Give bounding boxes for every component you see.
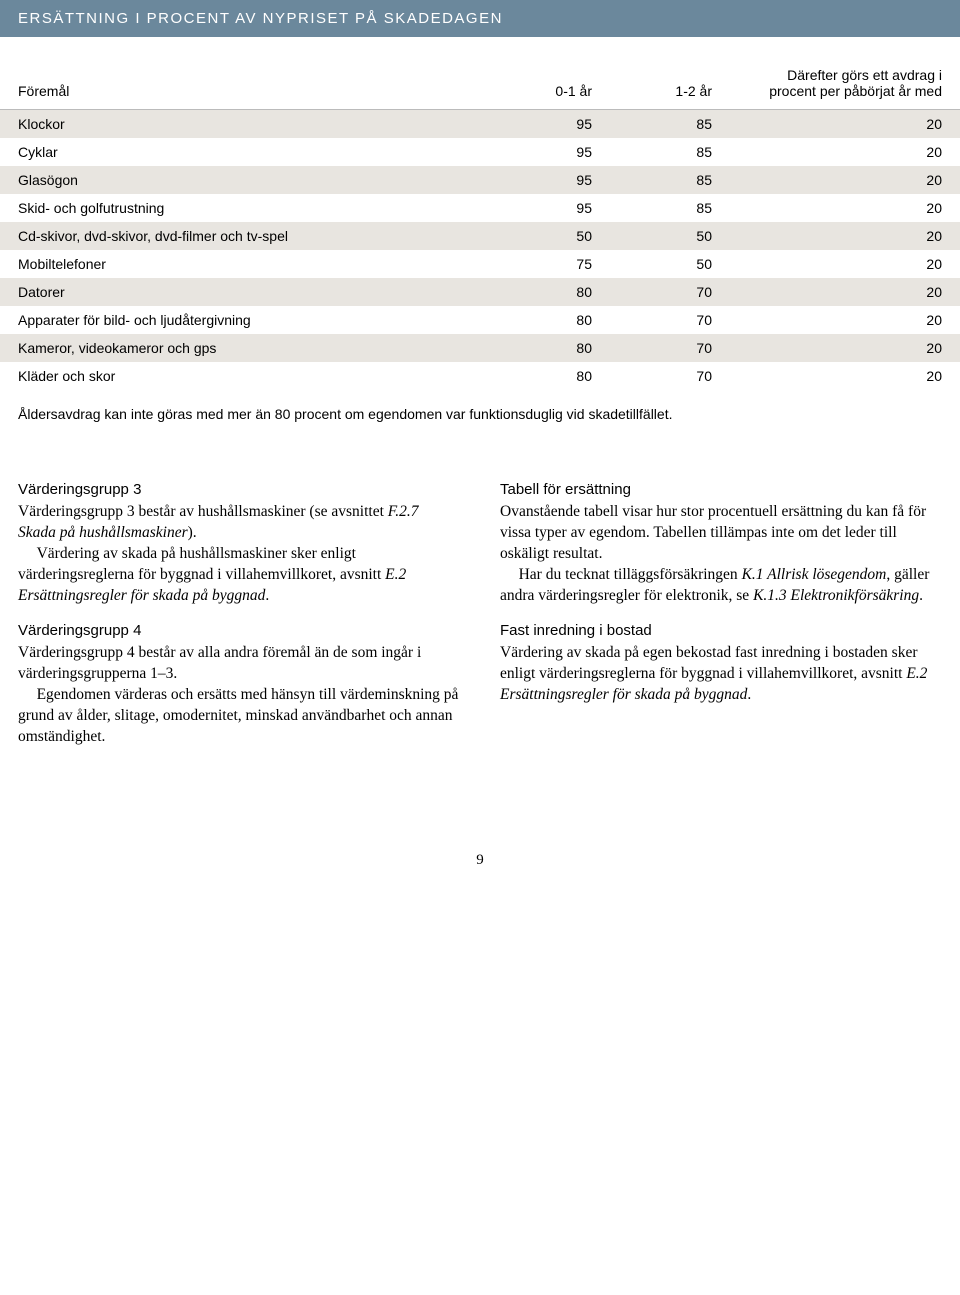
col-0-1-year: 0-1 år (490, 37, 610, 110)
section-vg3: Värderingsgrupp 3 Värderingsgrupp 3 best… (18, 480, 460, 607)
cell-y12: 85 (610, 138, 730, 166)
cell-label: Klockor (0, 110, 490, 139)
cell-y12: 70 (610, 306, 730, 334)
text: ). (188, 524, 197, 541)
cell-label: Cyklar (0, 138, 490, 166)
vg3-p1: Värderingsgrupp 3 består av hushållsmask… (18, 502, 460, 544)
cell-after: 20 (730, 250, 960, 278)
cell-after: 20 (730, 194, 960, 222)
section-vg4: Värderingsgrupp 4 Värderingsgrupp 4 best… (18, 621, 460, 748)
table-row: Datorer807020 (0, 278, 960, 306)
table-row: Cd-skivor, dvd-skivor, dvd-filmer och tv… (0, 222, 960, 250)
cell-y01: 80 (490, 306, 610, 334)
body-columns: Värderingsgrupp 3 Värderingsgrupp 3 best… (0, 450, 960, 762)
vg4-p2: Egendomen värderas och ersätts med hänsy… (18, 685, 460, 748)
table-row: Glasögon958520 (0, 166, 960, 194)
text: Värderingsgrupp 3 består av hushållsmask… (18, 503, 388, 520)
table-title: ERSÄTTNING I PROCENT AV NYPRISET PÅ SKAD… (18, 10, 503, 27)
cell-y01: 50 (490, 222, 610, 250)
col-after: Därefter görs ett avdrag i procent per p… (730, 37, 960, 110)
depreciation-table: Föremål 0-1 år 1-2 år Därefter görs ett … (0, 37, 960, 390)
fast-p1: Värdering av skada på egen bekostad fast… (500, 643, 942, 706)
heading-fast-inredning: Fast inredning i bostad (500, 621, 942, 641)
cell-y12: 70 (610, 334, 730, 362)
table-row: Klockor958520 (0, 110, 960, 139)
cell-after: 20 (730, 362, 960, 390)
cell-y01: 95 (490, 138, 610, 166)
text: Har du tecknat tilläggsförsäkringen (519, 566, 742, 583)
cell-label: Apparater för bild- och ljudåtergivning (0, 306, 490, 334)
tabell-p2: Har du tecknat tilläggsförsäkringen K.1 … (500, 565, 942, 607)
text: Värdering av skada på egen bekostad fast… (500, 644, 918, 682)
cell-after: 20 (730, 222, 960, 250)
table-row: Skid- och golfutrustning958520 (0, 194, 960, 222)
vg4-p1: Värderingsgrupp 4 består av alla andra f… (18, 643, 460, 685)
cell-after: 20 (730, 138, 960, 166)
text-ital: K.1 Allrisk lösegendom (742, 566, 887, 583)
cell-after: 20 (730, 306, 960, 334)
cell-y12: 70 (610, 362, 730, 390)
cell-label: Datorer (0, 278, 490, 306)
cell-y12: 70 (610, 278, 730, 306)
cell-y01: 95 (490, 166, 610, 194)
table-row: Kameror, videokameror och gps807020 (0, 334, 960, 362)
heading-vg3: Värderingsgrupp 3 (18, 480, 460, 500)
col-1-2-year: 1-2 år (610, 37, 730, 110)
cell-label: Kameror, videokameror och gps (0, 334, 490, 362)
heading-vg4: Värderingsgrupp 4 (18, 621, 460, 641)
text: . (747, 686, 751, 703)
tabell-p1: Ovanstående tabell visar hur stor procen… (500, 502, 942, 565)
cell-y01: 95 (490, 110, 610, 139)
cell-y12: 85 (610, 166, 730, 194)
right-column: Tabell för ersättning Ovanstående tabell… (500, 480, 942, 762)
section-fast-inredning: Fast inredning i bostad Värdering av ska… (500, 621, 942, 706)
cell-after: 20 (730, 110, 960, 139)
left-column: Värderingsgrupp 3 Värderingsgrupp 3 best… (18, 480, 460, 762)
cell-label: Mobiltelefoner (0, 250, 490, 278)
table-row: Mobiltelefoner755020 (0, 250, 960, 278)
cell-y01: 95 (490, 194, 610, 222)
cell-y12: 85 (610, 110, 730, 139)
cell-label: Glasögon (0, 166, 490, 194)
text: . (265, 587, 269, 604)
cell-y01: 80 (490, 334, 610, 362)
cell-after: 20 (730, 166, 960, 194)
cell-y12: 50 (610, 250, 730, 278)
cell-label: Skid- och golfutrustning (0, 194, 490, 222)
cell-label: Cd-skivor, dvd-skivor, dvd-filmer och tv… (0, 222, 490, 250)
cell-y01: 80 (490, 278, 610, 306)
col-item: Föremål (0, 37, 490, 110)
cell-y01: 80 (490, 362, 610, 390)
cell-label: Kläder och skor (0, 362, 490, 390)
table-footnote: Åldersavdrag kan inte göras med mer än 8… (0, 390, 960, 422)
table-title-bar: ERSÄTTNING I PROCENT AV NYPRISET PÅ SKAD… (0, 0, 960, 37)
text-ital: K.1.3 Elektronikförsäkring (753, 587, 919, 604)
table-row: Kläder och skor807020 (0, 362, 960, 390)
cell-after: 20 (730, 278, 960, 306)
text: Värdering av skada på hushållsmaskiner s… (18, 545, 385, 583)
table-header-row: Föremål 0-1 år 1-2 år Därefter görs ett … (0, 37, 960, 110)
vg3-p2: Värdering av skada på hushållsmaskiner s… (18, 544, 460, 607)
section-tabell: Tabell för ersättning Ovanstående tabell… (500, 480, 942, 607)
table-body: Klockor958520Cyklar958520Glasögon958520S… (0, 110, 960, 391)
depreciation-table-wrap: Föremål 0-1 år 1-2 år Därefter görs ett … (0, 37, 960, 450)
table-row: Apparater för bild- och ljudåtergivning8… (0, 306, 960, 334)
page-number: 9 (0, 762, 960, 889)
text: . (919, 587, 923, 604)
cell-after: 20 (730, 334, 960, 362)
cell-y12: 85 (610, 194, 730, 222)
table-row: Cyklar958520 (0, 138, 960, 166)
cell-y01: 75 (490, 250, 610, 278)
heading-tabell: Tabell för ersättning (500, 480, 942, 500)
cell-y12: 50 (610, 222, 730, 250)
